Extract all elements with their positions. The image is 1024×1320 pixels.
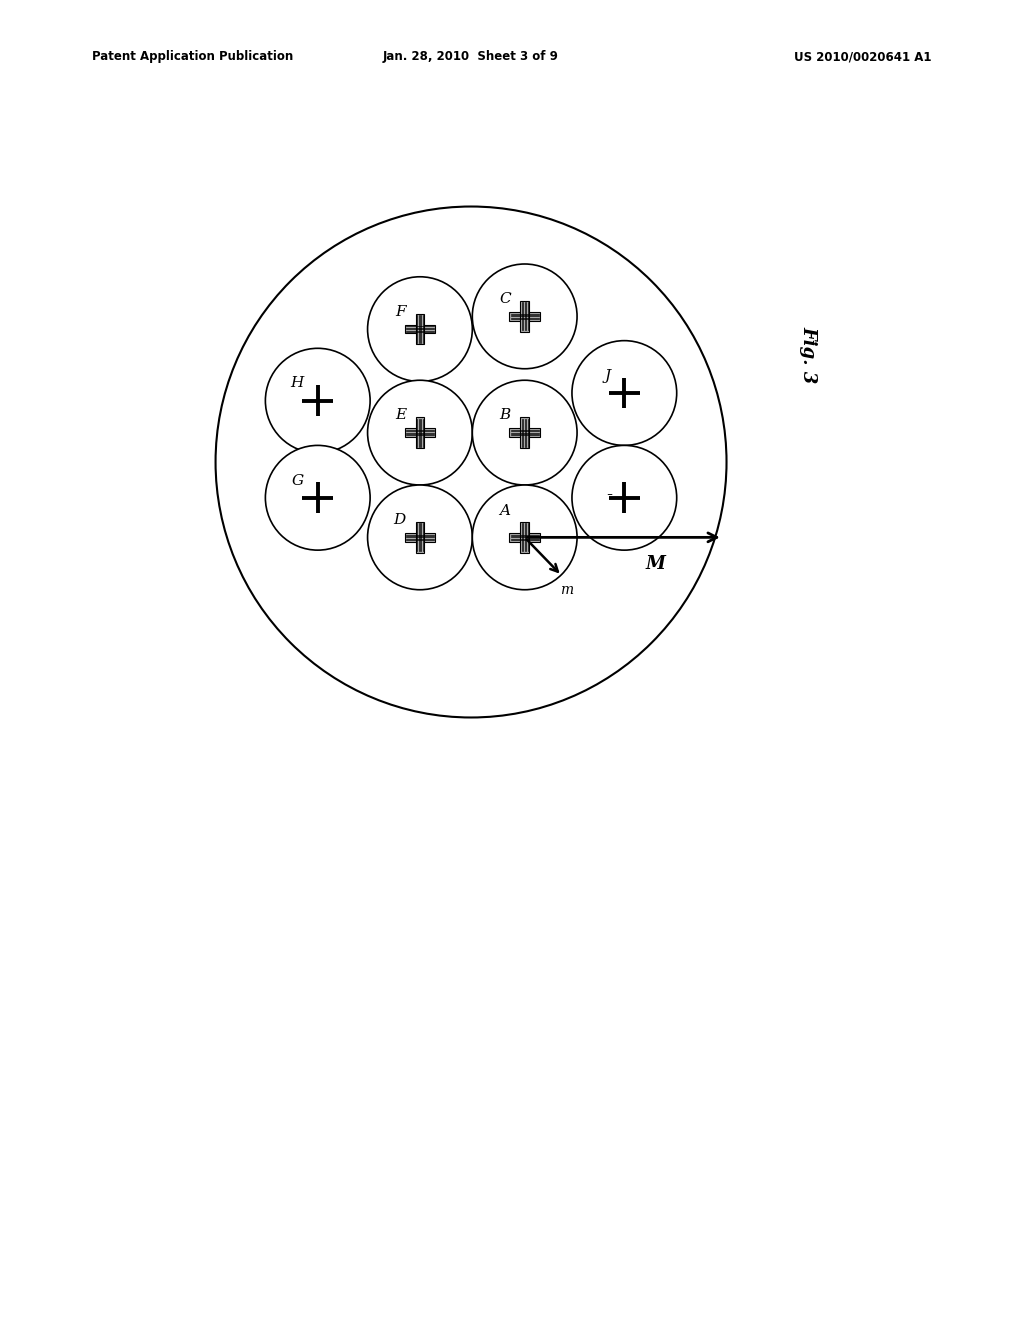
Text: E: E [395, 408, 406, 422]
Text: F: F [395, 305, 406, 319]
Circle shape [368, 484, 472, 590]
FancyBboxPatch shape [520, 301, 529, 331]
Circle shape [472, 264, 578, 368]
Circle shape [368, 380, 472, 484]
FancyBboxPatch shape [520, 417, 529, 447]
Text: D: D [393, 513, 406, 527]
Text: J: J [604, 368, 610, 383]
Circle shape [368, 277, 472, 381]
Text: m: m [560, 583, 573, 598]
Text: M: M [645, 556, 665, 573]
Text: US 2010/0020641 A1: US 2010/0020641 A1 [795, 50, 932, 63]
Text: B: B [500, 408, 511, 422]
Text: Jan. 28, 2010  Sheet 3 of 9: Jan. 28, 2010 Sheet 3 of 9 [383, 50, 559, 63]
FancyBboxPatch shape [416, 521, 424, 553]
Text: G: G [292, 474, 304, 487]
Circle shape [472, 484, 578, 590]
FancyBboxPatch shape [509, 429, 540, 437]
FancyBboxPatch shape [404, 429, 435, 437]
Text: -: - [606, 486, 612, 504]
Circle shape [265, 445, 370, 550]
FancyBboxPatch shape [509, 312, 540, 321]
FancyBboxPatch shape [416, 417, 424, 447]
FancyBboxPatch shape [416, 314, 424, 345]
Text: Fig. 3: Fig. 3 [800, 326, 817, 383]
Text: H: H [291, 376, 304, 391]
Circle shape [572, 445, 677, 550]
FancyBboxPatch shape [404, 533, 435, 541]
Circle shape [572, 341, 677, 445]
FancyBboxPatch shape [509, 533, 540, 541]
Circle shape [472, 380, 578, 484]
FancyBboxPatch shape [404, 325, 435, 334]
Text: C: C [499, 292, 511, 306]
Circle shape [265, 348, 370, 453]
FancyBboxPatch shape [520, 521, 529, 553]
Text: A: A [500, 504, 511, 519]
Text: Patent Application Publication: Patent Application Publication [92, 50, 294, 63]
